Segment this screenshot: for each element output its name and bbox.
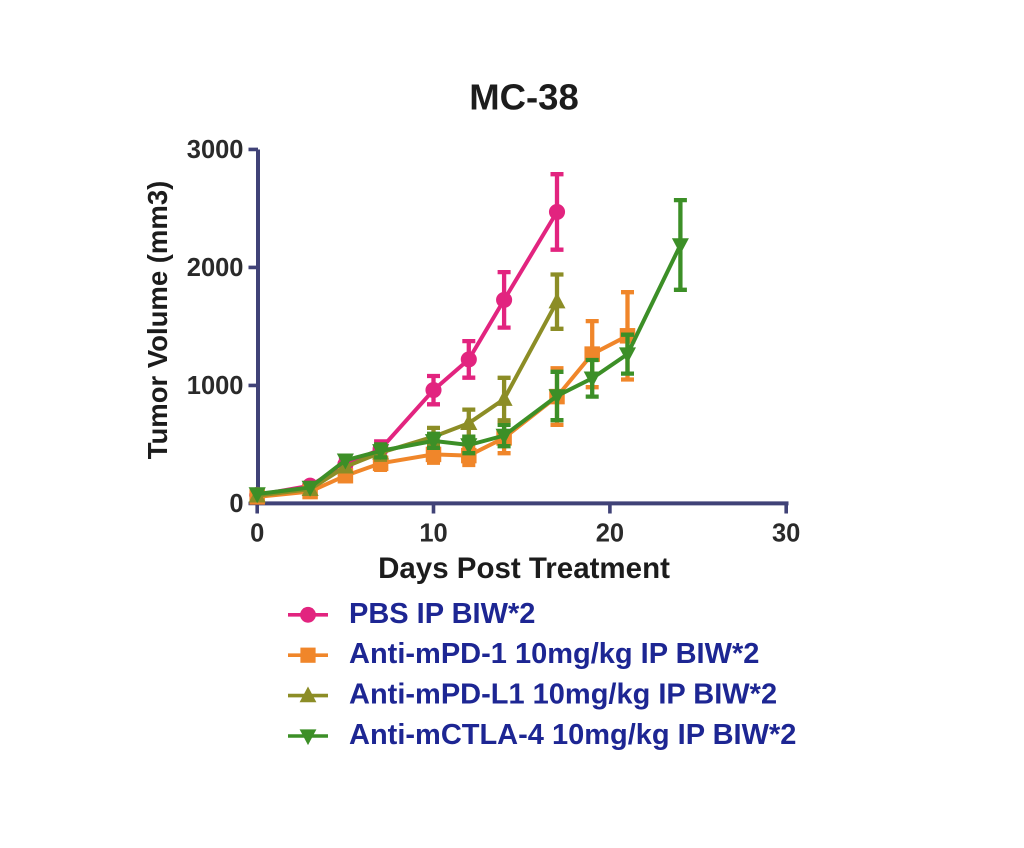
- svg-text:Anti-mCTLA-4 10mg/kg IP BIW*2: Anti-mCTLA-4 10mg/kg IP BIW*2: [349, 719, 796, 751]
- svg-text:2000: 2000: [187, 254, 244, 282]
- svg-text:Tumor Volume (mm3): Tumor Volume (mm3): [142, 181, 173, 460]
- svg-text:Anti-mPD-1 10mg/kg IP BIW*2: Anti-mPD-1 10mg/kg IP BIW*2: [349, 638, 759, 670]
- svg-text:Days Post Treatment: Days Post Treatment: [378, 552, 670, 585]
- svg-text:0: 0: [229, 490, 243, 518]
- svg-text:3000: 3000: [187, 136, 244, 164]
- svg-text:30: 30: [772, 520, 800, 548]
- svg-text:0: 0: [250, 520, 264, 548]
- svg-text:10: 10: [419, 520, 447, 548]
- svg-text:20: 20: [596, 520, 624, 548]
- svg-text:1000: 1000: [187, 372, 244, 400]
- svg-text:MC-38: MC-38: [469, 77, 579, 118]
- svg-text:Anti-mPD-L1 10mg/kg IP BIW*2: Anti-mPD-L1 10mg/kg IP BIW*2: [349, 679, 777, 711]
- svg-text:PBS IP BIW*2: PBS IP BIW*2: [349, 598, 535, 630]
